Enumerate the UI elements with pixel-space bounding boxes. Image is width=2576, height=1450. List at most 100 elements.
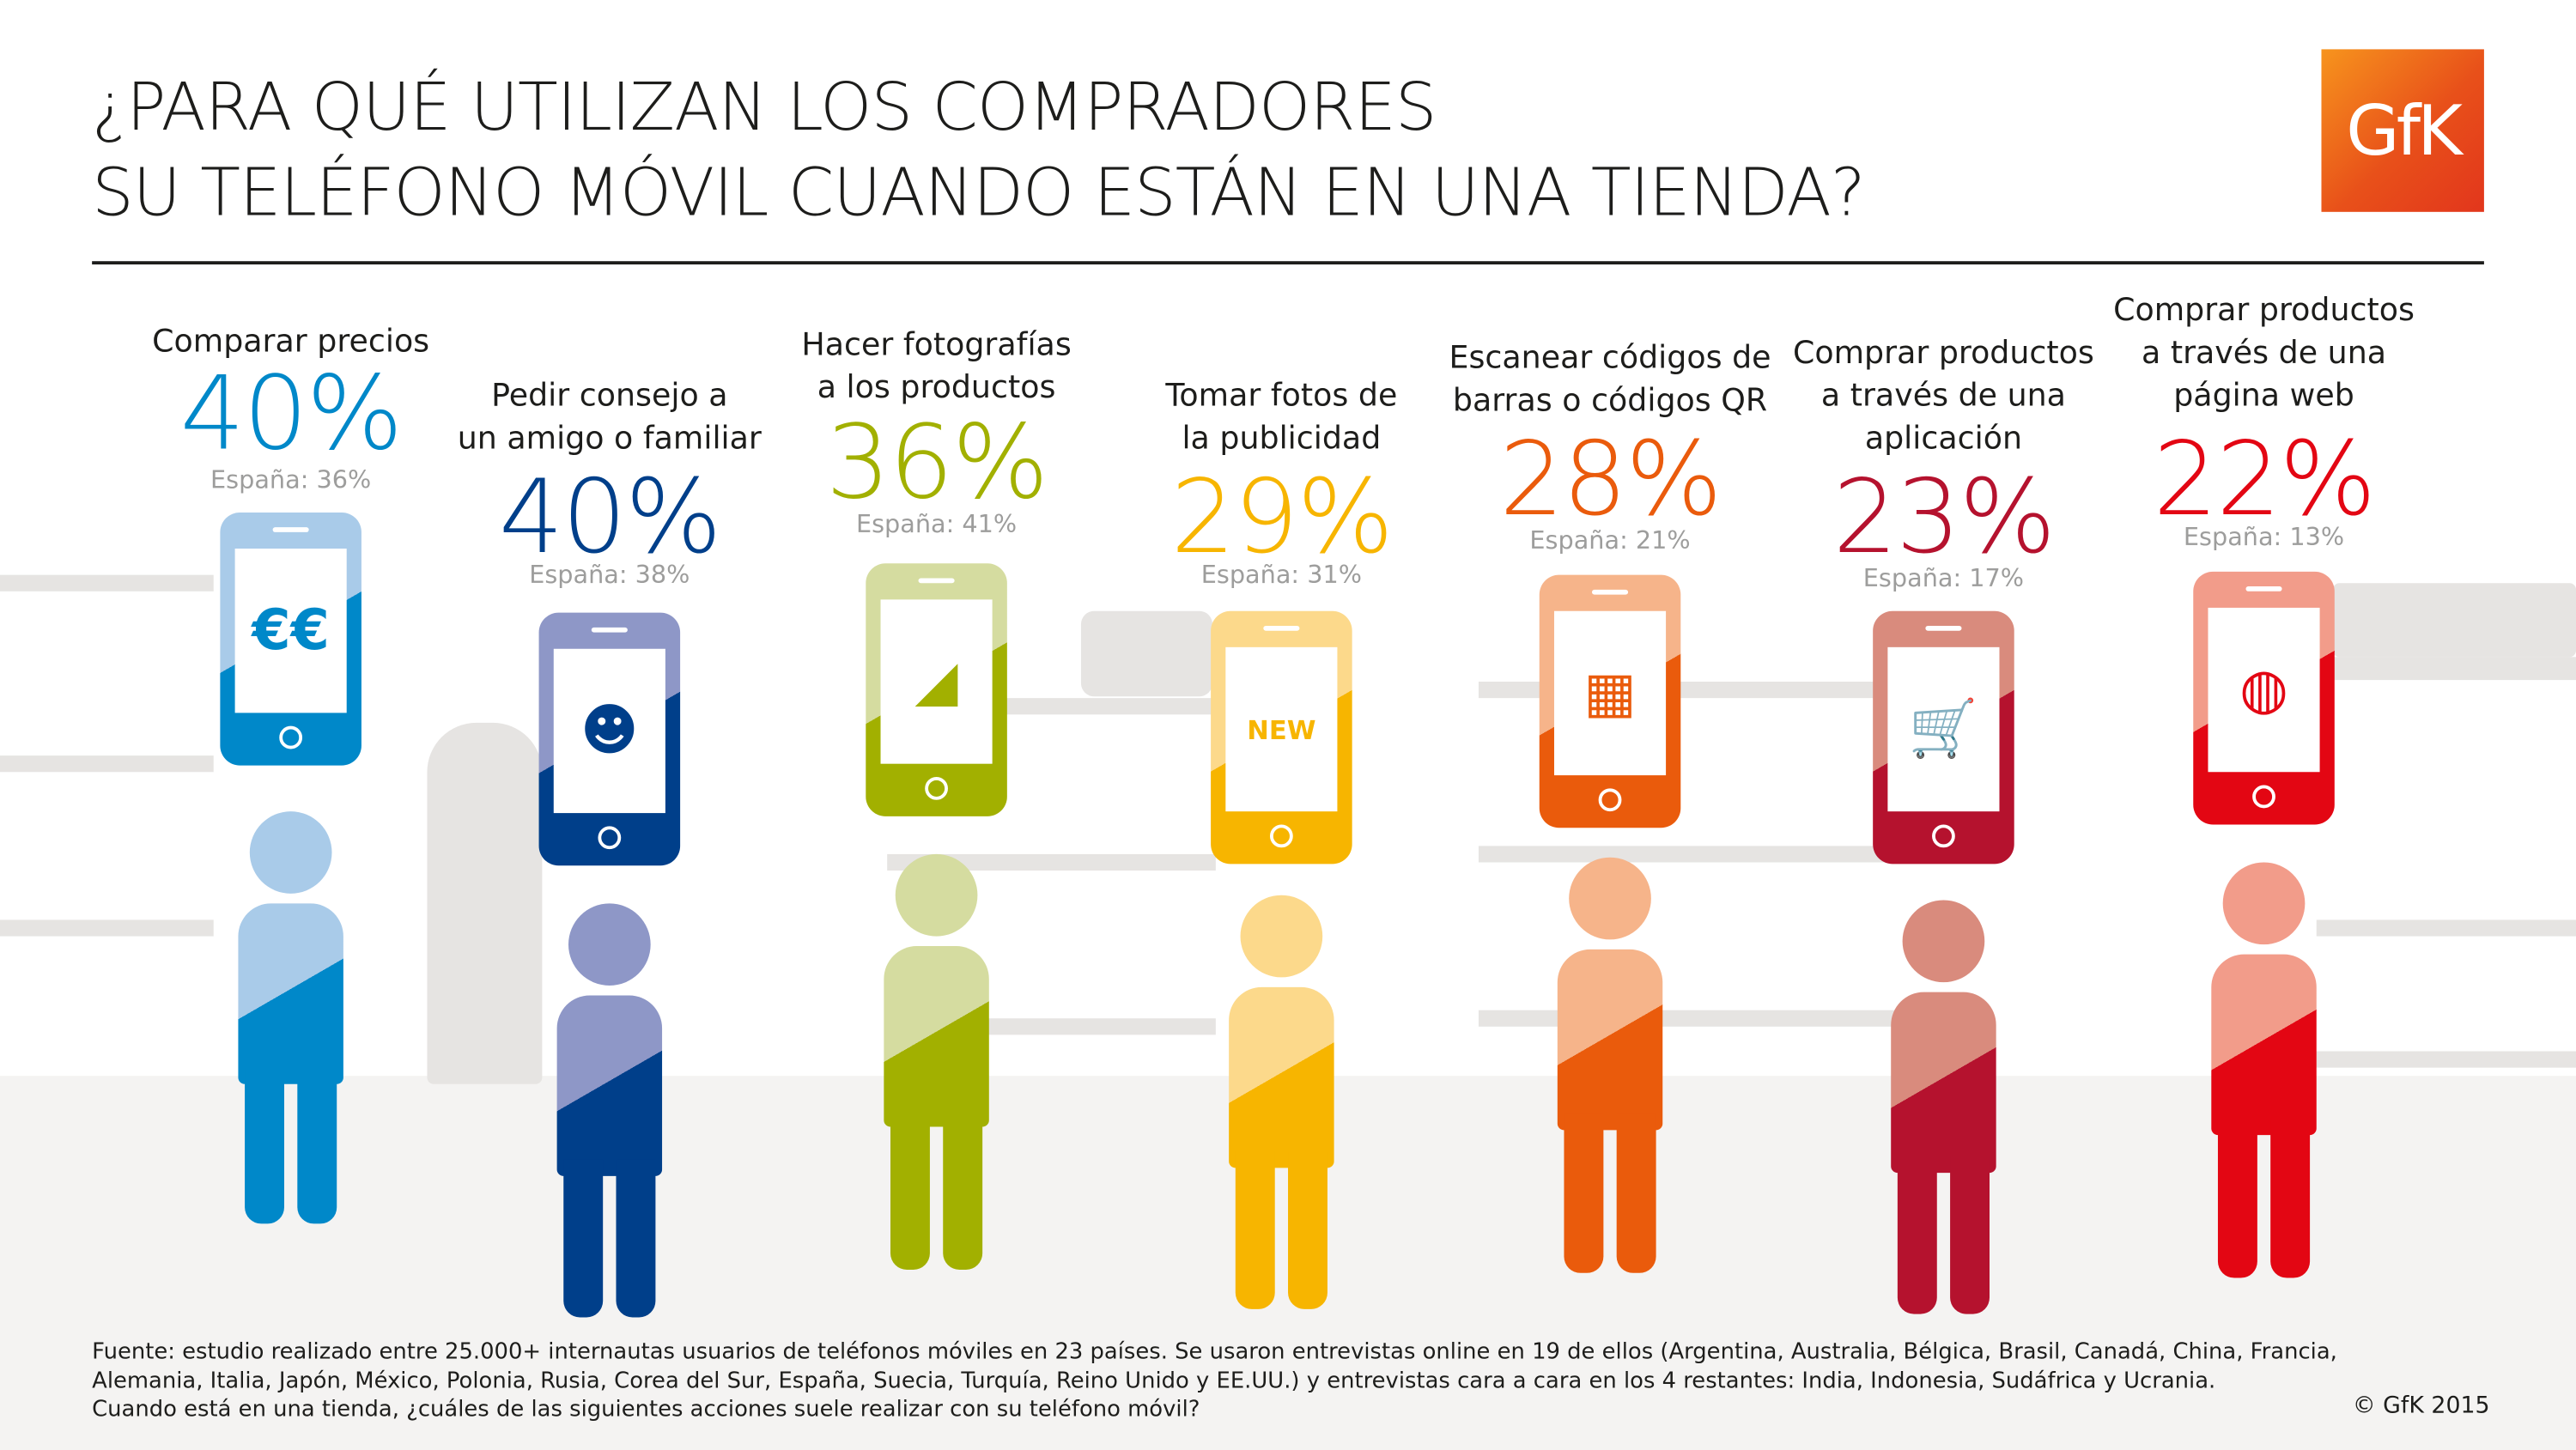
person-torso xyxy=(1891,992,1996,1174)
phone-speaker xyxy=(591,627,628,633)
title-line-2: SU TELÉFONO MÓVIL CUANDO ESTÁN EN UNA TI… xyxy=(92,155,1865,232)
spain-percentage: España: 21% xyxy=(1529,525,1691,555)
person-leg xyxy=(1897,1156,1937,1314)
phone-speaker xyxy=(1925,625,1962,631)
spain-percentage: España: 31% xyxy=(1200,560,1363,590)
person-leg xyxy=(1564,1113,1604,1273)
phone-home-button xyxy=(598,826,622,850)
action-label: Tomar fotos de la publicidad xyxy=(1165,378,1398,457)
person-leg xyxy=(616,1159,656,1318)
source-question: Cuando está en una tienda, ¿cuáles de la… xyxy=(92,1396,1200,1423)
source-note: Fuente: estudio realizado entre 25.000+ … xyxy=(92,1338,2337,1424)
shelf xyxy=(985,698,1216,715)
shelf xyxy=(2316,919,2576,937)
action-label: Comparar precios xyxy=(152,323,430,361)
shelf xyxy=(0,919,214,937)
action-label: Pedir consejo a un amigo o familiar xyxy=(457,378,762,457)
spain-percentage: España: 41% xyxy=(855,509,1018,539)
shelf xyxy=(1478,1010,1906,1027)
spain-percentage: España: 17% xyxy=(1862,563,2025,593)
action-label: Hacer fotografías a los productos xyxy=(801,326,1072,406)
shopping-cart-icon: 🛒 xyxy=(1887,646,2000,812)
global-percentage: 40% xyxy=(179,353,404,474)
person-leg xyxy=(1235,1151,1275,1309)
phone-home-button xyxy=(925,776,948,800)
action-label: Comprar productos a través de una página… xyxy=(2113,292,2415,415)
person-leg xyxy=(563,1159,604,1318)
person-head xyxy=(1569,857,1651,940)
mannequin-decoration xyxy=(427,722,543,1084)
euro-icon: €€ xyxy=(234,549,347,713)
shelf xyxy=(2316,1051,2576,1068)
person-head xyxy=(1240,895,1323,978)
global-percentage: 40% xyxy=(498,456,722,577)
person-head xyxy=(249,811,332,894)
phone-illustration: ☻ xyxy=(538,612,681,866)
page-title: ¿PARA QUÉ UTILIZAN LOS COMPRADORES SU TE… xyxy=(92,66,1865,237)
phone-illustration: NEW xyxy=(1211,610,1352,865)
person-torso xyxy=(1557,949,1663,1131)
person-head xyxy=(895,853,978,937)
action-label: Comprar productos a través de una aplica… xyxy=(1793,335,2094,457)
copyright: © GfK 2015 xyxy=(2352,1392,2490,1420)
person-leg xyxy=(297,1067,337,1224)
global-percentage: 23% xyxy=(1832,456,2056,577)
new-badge-icon: NEW xyxy=(1225,646,1338,812)
globe-cart-icon: ◍ xyxy=(2208,607,2320,773)
person-head xyxy=(2222,862,2306,945)
phone-home-button xyxy=(279,725,303,749)
phone-speaker xyxy=(918,578,955,584)
qr-code-icon: ▦ xyxy=(1553,610,1667,776)
high-heel-shoe-icon: ◢ xyxy=(880,599,993,764)
person-torso xyxy=(2211,954,2317,1136)
phone-speaker xyxy=(2245,586,2282,592)
person-head xyxy=(1902,900,1985,983)
global-percentage: 22% xyxy=(2153,418,2377,539)
logo-text: GfK xyxy=(2346,90,2463,171)
person-torso xyxy=(238,903,343,1084)
person-leg xyxy=(1950,1156,1990,1314)
phone-home-button xyxy=(1598,788,1622,812)
phone-home-button xyxy=(1269,824,1293,848)
person-leg xyxy=(1288,1151,1327,1309)
spain-percentage: España: 38% xyxy=(529,560,690,590)
phone-speaker xyxy=(1591,589,1629,595)
shelf xyxy=(887,853,1216,871)
shelf xyxy=(0,755,214,773)
phone-home-button xyxy=(2252,785,2275,809)
woman-icon: ☻ xyxy=(553,648,665,814)
spain-percentage: España: 36% xyxy=(210,464,372,494)
person-leg xyxy=(2217,1118,2257,1278)
source-line-1: Fuente: estudio realizado entre 25.000+ … xyxy=(92,1338,2337,1365)
person-torso xyxy=(884,946,989,1127)
person-leg xyxy=(890,1110,930,1270)
phone-illustration: ◢ xyxy=(866,563,1007,816)
global-percentage: 29% xyxy=(1170,456,1394,577)
title-line-1: ¿PARA QUÉ UTILIZAN LOS COMPRADORES xyxy=(92,70,1437,147)
spain-percentage: España: 13% xyxy=(2183,522,2345,552)
person-leg xyxy=(2270,1118,2311,1278)
person-torso xyxy=(556,995,663,1176)
shelf xyxy=(0,574,214,592)
phone-illustration: 🛒 xyxy=(1873,610,2014,865)
person-head xyxy=(568,903,651,986)
person-leg xyxy=(1616,1113,1656,1273)
shelf xyxy=(1478,846,1906,863)
global-percentage: 28% xyxy=(1499,418,1722,539)
phone-illustration: ◍ xyxy=(2193,571,2335,825)
phone-illustration: €€ xyxy=(220,512,361,766)
person-leg xyxy=(943,1110,983,1270)
phone-illustration: ▦ xyxy=(1539,574,1681,828)
shelf xyxy=(985,1018,1216,1035)
shelf xyxy=(2316,657,2576,681)
action-label: Escanear códigos de barras o códigos QR xyxy=(1449,340,1771,419)
title-divider xyxy=(92,261,2484,265)
handbag-decoration xyxy=(1080,610,1213,697)
source-line-2: Alemania, Italia, Japón, México, Polonia… xyxy=(92,1367,2216,1394)
phone-speaker xyxy=(1263,625,1300,631)
phone-speaker xyxy=(272,527,309,532)
awning-decoration xyxy=(2332,583,2576,658)
person-leg xyxy=(245,1067,285,1224)
person-torso xyxy=(1229,986,1334,1168)
